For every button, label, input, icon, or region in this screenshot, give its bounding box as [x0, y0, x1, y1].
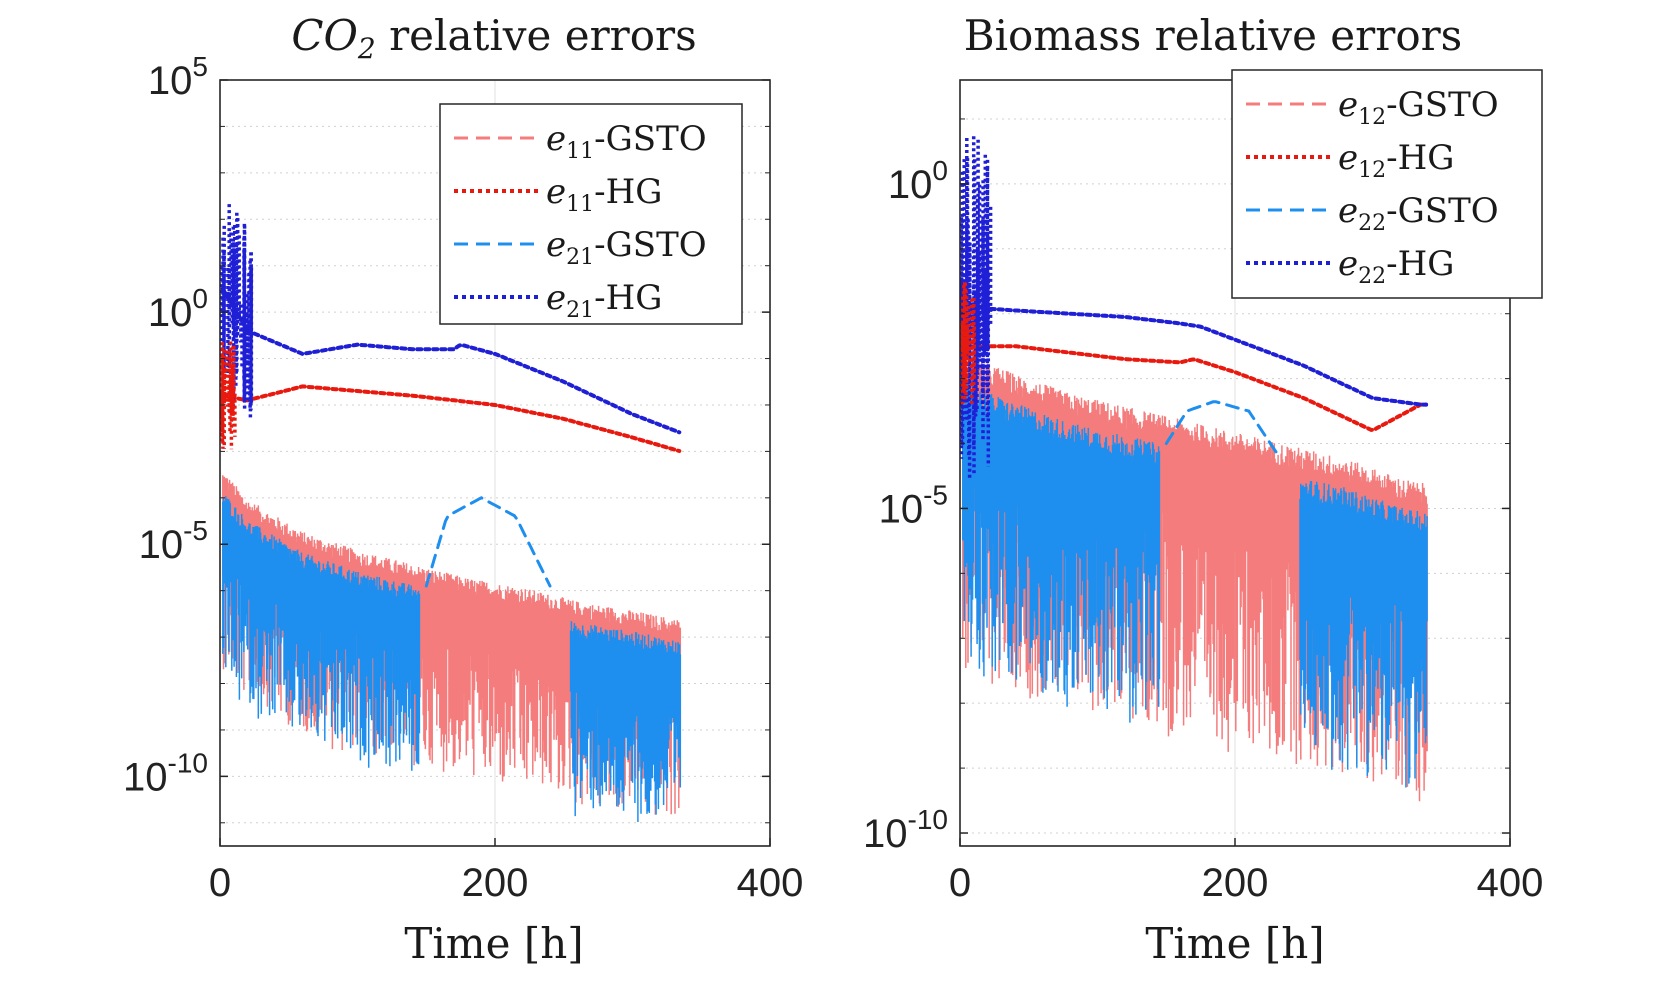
- biomass-gsto2-noise: [962, 383, 1428, 788]
- biomass-y-tick-label: 10-10: [863, 804, 948, 856]
- co2-hg2-transient: [219, 204, 254, 420]
- biomass-hg1-transient: [960, 282, 977, 405]
- legend-entry-label: e21-HG: [546, 278, 662, 323]
- co2-series-group: [219, 204, 682, 822]
- biomass-x-tick-label: 200: [1202, 861, 1269, 905]
- biomass-legend: e12-GSTO e12-HG e22-GSTO e22-HG: [1231, 69, 1543, 299]
- co2-y-tick-label: 105: [148, 51, 208, 103]
- legend-entry-label: e22-GSTO: [1338, 191, 1499, 236]
- co2-gsto2-dome: [424, 496, 552, 588]
- co2-ticks: 0 200 400 105 100 10-5 10-10: [123, 51, 803, 905]
- legend-entry-label: e22-HG: [1338, 244, 1454, 289]
- co2-hg2-line: [220, 286, 682, 435]
- co2-hg1-transient: [219, 341, 237, 450]
- co2-legend: e11-GSTO e11-HG e21-GSTO e21-HG: [439, 103, 743, 325]
- biomass-x-tick-label: 400: [1477, 861, 1544, 905]
- co2-y-tick-label: 10-10: [123, 747, 208, 799]
- co2-x-tick-label: 400: [737, 861, 804, 905]
- co2-x-tick-label: 0: [209, 861, 231, 905]
- biomass-series-group: [959, 136, 1429, 802]
- biomass-x-tick-label: 0: [949, 861, 971, 905]
- co2-y-tick-label: 10-5: [139, 515, 208, 567]
- co2-gsto2-noise: [222, 496, 682, 822]
- biomass-x-axis-label: Time [h]: [1145, 919, 1324, 968]
- co2-x-tick-label: 200: [462, 861, 529, 905]
- biomass-hg2-line: [964, 305, 1429, 407]
- legend-entry-label: e11-GSTO: [546, 119, 707, 164]
- legend-entry-label: e12-HG: [1338, 138, 1454, 183]
- biomass-y-tick-label: 10-5: [879, 479, 948, 531]
- biomass-panel-title: Biomass relative errors: [964, 11, 1462, 60]
- co2-hg1-line: [220, 384, 682, 453]
- biomass-y-tick-label: 100: [888, 155, 948, 207]
- legend-entry-label: e21-GSTO: [546, 225, 707, 270]
- biomass-hg1-line: [964, 344, 1429, 432]
- legend-entry-label: e11-HG: [546, 172, 662, 217]
- legend-entry-label: e12-GSTO: [1338, 85, 1499, 130]
- biomass-error-panel: Biomass relative errors 0 200 400 100 10-5 10…: [863, 11, 1543, 968]
- biomass-gsto2-dome: [1164, 400, 1281, 458]
- co2-error-panel: CO2 relative errors 0 200 400 105 100 10-5 10-…: [123, 11, 803, 968]
- co2-panel-title: CO2 relative errors: [291, 11, 696, 65]
- co2-x-axis-label: Time [h]: [404, 919, 583, 968]
- co2-y-tick-label: 100: [148, 283, 208, 335]
- biomass-ticks: 0 200 400 100 10-5 10-10: [863, 118, 1544, 905]
